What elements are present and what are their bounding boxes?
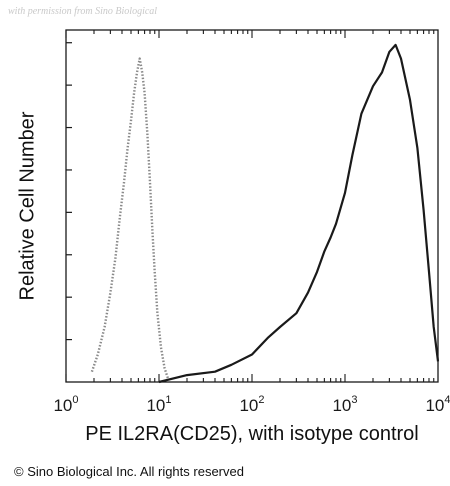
x-tick-label-exponent: 4 — [444, 394, 450, 406]
isotype-control-trace — [90, 57, 170, 379]
watermark-text: with permission from Sino Biological — [8, 6, 158, 17]
y-axis-label-container: Relative Cell Number — [13, 30, 43, 382]
y-axis-ticks — [66, 42, 72, 341]
x-tick-label: 102 — [239, 394, 264, 415]
series-layer — [90, 43, 440, 384]
il2ra-stained-trace — [158, 43, 440, 384]
x-axis-label: PE IL2RA(CD25), with isotype control — [85, 423, 419, 445]
x-tick-label-exponent: 2 — [258, 394, 264, 406]
x-tick-label-base: 10 — [239, 396, 258, 415]
x-tick-labels: 100 101 102 103 104 — [53, 394, 450, 415]
x-tick-label: 101 — [146, 394, 171, 415]
copyright-text: © Sino Biological Inc. All rights reserv… — [14, 464, 244, 479]
x-tick-label-base: 10 — [146, 396, 165, 415]
x-tick-label-base: 10 — [332, 396, 351, 415]
x-tick-label-exponent: 0 — [72, 394, 78, 406]
x-tick-label: 104 — [425, 394, 450, 415]
x-tick-label-exponent: 3 — [351, 394, 357, 406]
x-tick-label-exponent: 1 — [165, 394, 171, 406]
x-tick-label-base: 10 — [53, 396, 72, 415]
x-axis-ticks — [65, 30, 435, 382]
x-tick-label: 103 — [332, 394, 357, 415]
x-tick-label-base: 10 — [425, 396, 444, 415]
y-axis-label: Relative Cell Number — [16, 111, 39, 301]
x-tick-label: 100 — [53, 394, 78, 415]
